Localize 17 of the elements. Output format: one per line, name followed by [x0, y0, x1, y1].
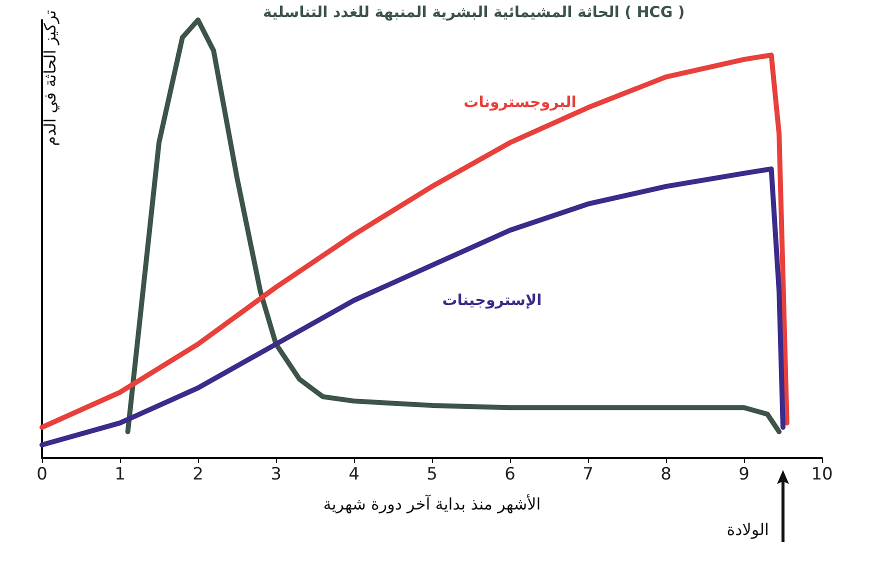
text: الولادة — [726, 520, 769, 539]
x-tick-label: 2 — [192, 464, 204, 484]
x-tick-label: 4 — [348, 464, 360, 484]
x-tick-label: 9 — [738, 464, 750, 484]
x-tick-label: 8 — [660, 464, 672, 484]
x-axis-title: الأشهر منذ بداية آخر دورة شهرية — [323, 494, 541, 514]
series-label: البروجسترونات — [464, 93, 576, 112]
y-axis-title: تركيز الحاثة في الدم — [40, 10, 60, 146]
x-tick-label: 6 — [504, 464, 516, 484]
text: الحاثة المشيمائية البشرية المنبهة للغدد التناسلية ( HCG ) — [263, 3, 685, 21]
series-label: الإستروجينات — [442, 290, 542, 309]
x-tick-label: 1 — [114, 464, 126, 484]
x-tick-label: 5 — [426, 464, 438, 484]
x-tick-label: 3 — [270, 464, 282, 484]
x-tick-label: 7 — [582, 464, 594, 484]
x-tick-label: 10 — [811, 464, 833, 484]
x-tick-label: 0 — [36, 464, 48, 484]
